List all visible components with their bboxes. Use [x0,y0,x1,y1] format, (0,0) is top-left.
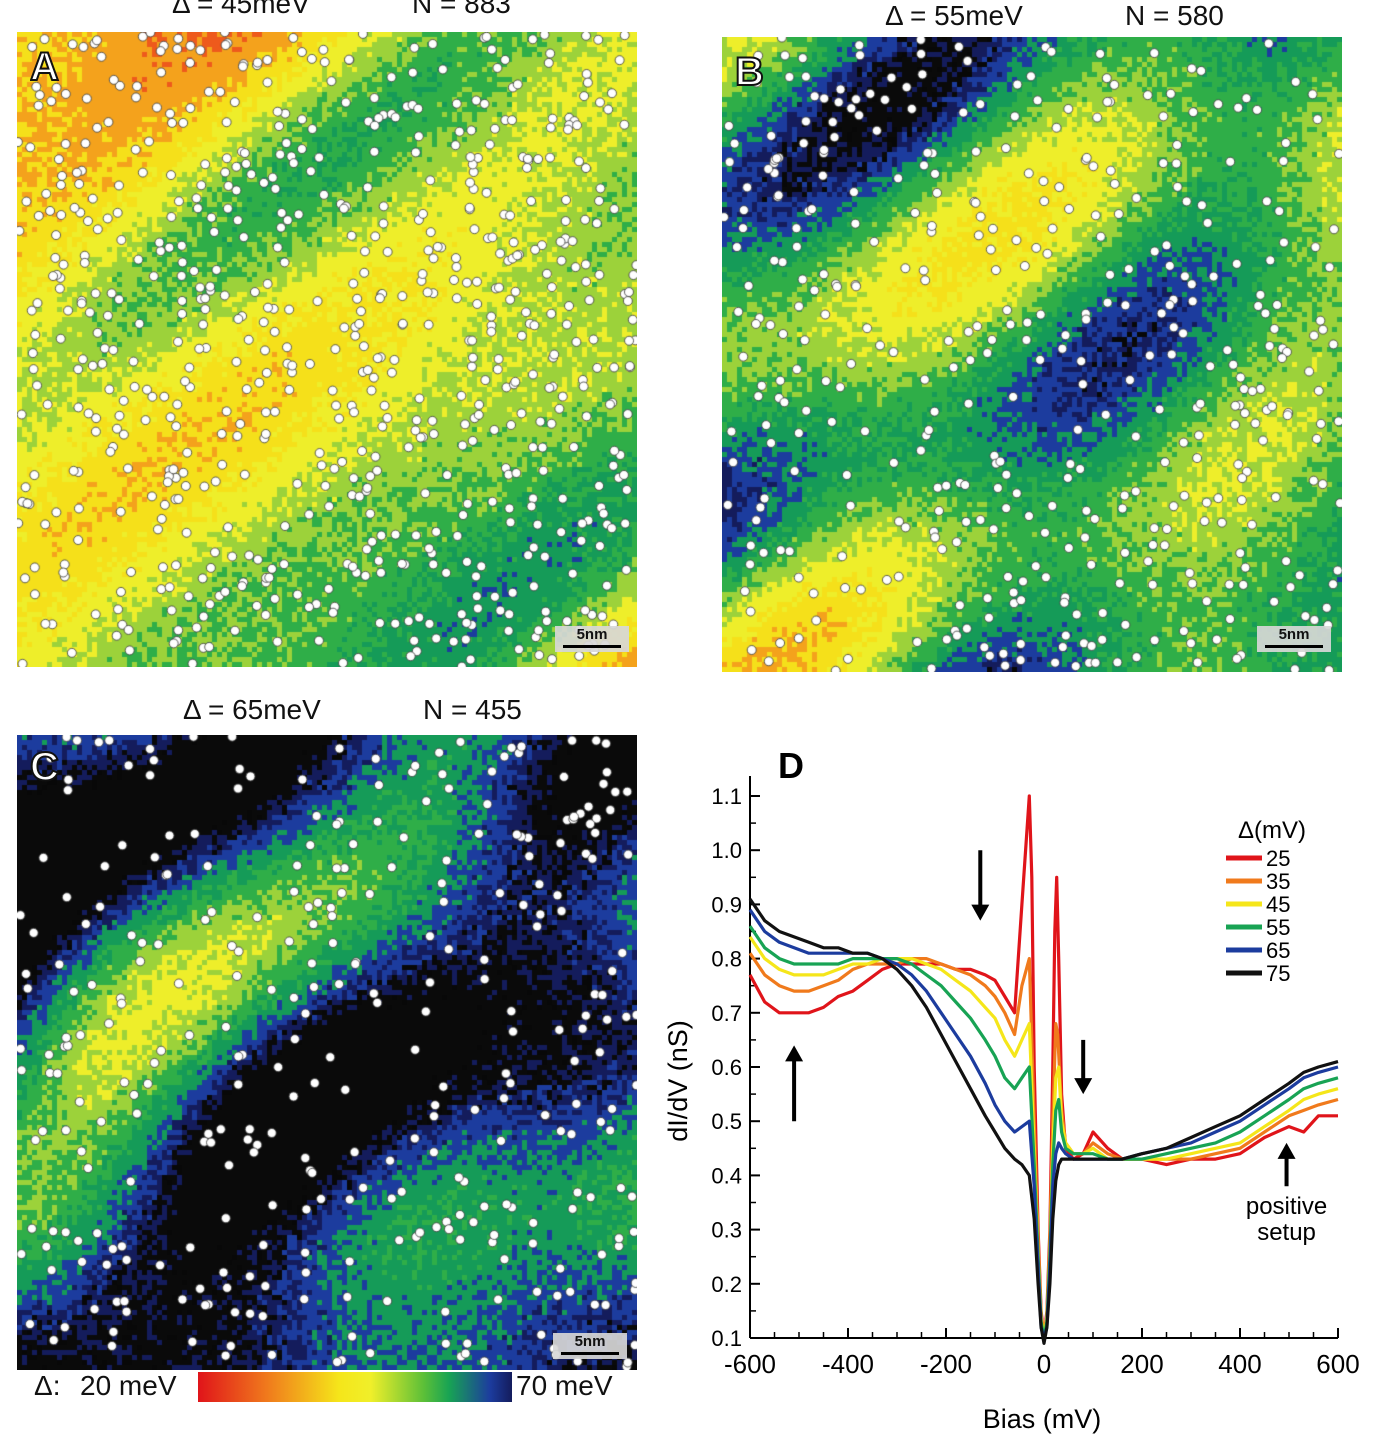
x-tick-label: 0 [1037,1349,1051,1379]
y-tick-label: 0.7 [711,1001,742,1026]
y-tick-label: 0.8 [711,947,742,972]
annotation-arrowhead [1277,1142,1296,1159]
x-tick-label: -200 [920,1349,972,1379]
x-tick-label: -600 [724,1349,776,1379]
panel-b-delta: Δ = 55meV [885,0,1023,31]
series-line-75 [748,898,1339,1345]
x-tick-label: 400 [1218,1349,1261,1379]
colorbar-min-label: 20 meV [80,1370,177,1401]
annotation-arrowhead [785,1045,804,1062]
y-tick-label: 0.9 [711,892,742,917]
panel-c-scalebar-label: 5nm [574,1333,606,1350]
x-tick-label: 200 [1120,1349,1163,1379]
panel-a-scalebar: 5nm [555,626,629,652]
annotation-arrowhead [971,904,990,921]
panel-a-scalebar-label: 5nm [576,626,608,643]
panel-c-label: C [29,744,60,790]
y-tick-label: 0.6 [711,1055,742,1080]
panel-c-n: N = 455 [423,694,522,725]
y-tick-label: 1.0 [711,838,742,863]
y-tick-label: 0.5 [711,1109,742,1134]
panel-c-scalebar: 5nm [553,1333,627,1359]
dIdV-spectra-chart: 0.1 0.2 0.3 0.4 0.5 0.6 0.7 0.8 0.9 1.0 1.1 -600 -40… [663,745,1360,1434]
legend-title: Δ(mV) [1238,817,1306,844]
legend-label-45: 45 [1266,892,1290,917]
panel-a-n: N = 883 [412,0,511,19]
legend-label-75: 75 [1266,961,1290,986]
panel-a-title: Δ = 45meV N = 883 [172,0,511,20]
panel-c-delta: Δ = 65meV [183,694,321,725]
y-tick-label: 0.2 [711,1272,742,1297]
panel-c-title: Δ = 65meV N = 455 [183,694,522,726]
gap-map-a [17,32,637,667]
colorbar-prefix: Δ: [34,1370,61,1401]
y-tick-label: 0.4 [711,1163,742,1188]
gap-map-b [722,37,1342,672]
legend-label-25: 25 [1266,846,1290,871]
colorbar-max-label: 70 meV [516,1370,613,1401]
panel-a-label: A [29,44,60,90]
panel-b-scalebar-label: 5nm [1278,626,1310,643]
y-tick-label: 0.3 [711,1218,742,1243]
series-line-25 [748,794,1338,1340]
panel-b-title: Δ = 55meV N = 580 [885,0,1224,32]
legend-label-65: 65 [1266,938,1290,963]
colorbar-gradient [198,1372,512,1402]
legend-label-55: 55 [1266,915,1290,940]
x-axis-label: Bias (mV) [983,1404,1102,1434]
panel-b-n: N = 580 [1125,0,1224,31]
y-tick-label: 1.1 [711,784,742,809]
panel-a-delta: Δ = 45meV [172,0,310,19]
gap-colorbar: Δ: 20 meV 70 meV [30,1370,650,1410]
annotation-text: positive [1246,1193,1327,1220]
panel-d-label: D [778,745,804,786]
panel-b-label: B [734,49,765,95]
annotation-arrowhead [1074,1078,1093,1095]
y-axis-label: dI/dV (nS) [663,1020,693,1142]
y-tick-label: 0.1 [711,1326,742,1351]
panel-b-scalebar: 5nm [1257,626,1331,652]
x-tick-label: 600 [1316,1349,1359,1379]
legend-label-35: 35 [1266,869,1290,894]
x-tick-label: -400 [822,1349,874,1379]
annotation-text: setup [1257,1219,1316,1246]
series-line-55 [748,925,1339,1340]
gap-map-c [17,735,637,1370]
